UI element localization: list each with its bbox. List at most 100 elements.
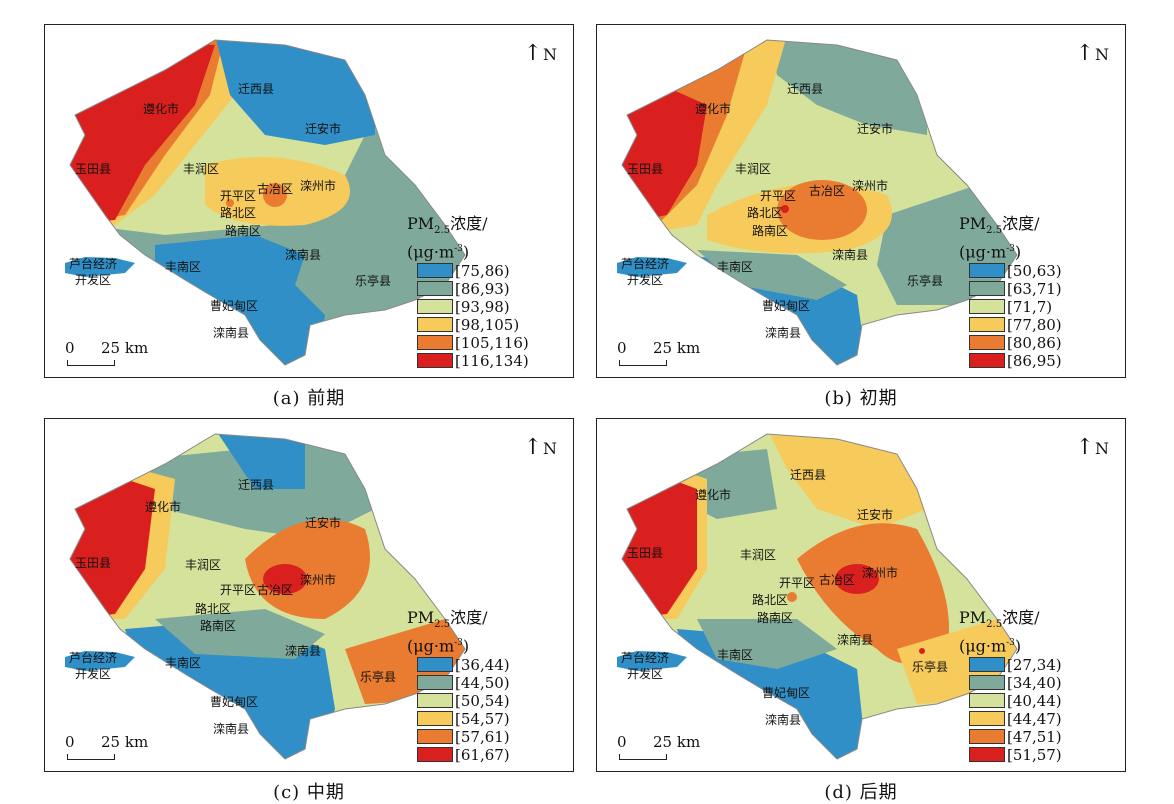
legend-title: PM2.5浓度/ bbox=[959, 609, 1115, 634]
legend-unit-post: ) bbox=[462, 242, 470, 262]
legend-label: [63,71) bbox=[1007, 279, 1062, 298]
label-luannan: 滦南县 bbox=[285, 643, 321, 658]
legend-item: [44,50) bbox=[417, 674, 563, 692]
map-labels-a: 遵化市 迁西县 迁安市 玉田县 丰润区 古冶区 滦州市 开平区 路北区 路南区 … bbox=[69, 82, 391, 340]
boundary bbox=[621, 39, 1018, 366]
legend-swatch bbox=[969, 335, 1005, 351]
scale-distance: 25 km bbox=[653, 733, 701, 751]
label-kaiping: 开平区 bbox=[220, 189, 256, 203]
hotspot-small bbox=[787, 592, 797, 602]
north-arrow-icon: ↑ bbox=[523, 435, 542, 460]
legend-swatch bbox=[417, 693, 453, 709]
north-label: N bbox=[543, 439, 557, 458]
label-luannan-2: 滦南县 bbox=[765, 712, 801, 727]
legend-item: [50,63) bbox=[969, 262, 1115, 280]
label-luannan-2: 滦南县 bbox=[765, 325, 801, 340]
legend-item: [77,80) bbox=[969, 316, 1115, 334]
zone-blue-north bbox=[215, 434, 305, 489]
legend-label: [105,116) bbox=[455, 333, 529, 352]
scale-bar: 0 25 km bbox=[617, 733, 737, 760]
legend-swatch bbox=[969, 657, 1005, 673]
legend-b: PM2.5浓度/ (μg·m-3) [50,63) [63,71) [71,7)… bbox=[957, 215, 1115, 370]
legend-label: [50,54) bbox=[455, 691, 510, 710]
legend-unit-sup: -3 bbox=[454, 244, 463, 255]
boundary bbox=[69, 39, 466, 366]
label-luanzhou: 滦州市 bbox=[300, 178, 336, 193]
label-yutian: 玉田县 bbox=[75, 556, 111, 570]
legend-label: [51,57) bbox=[1007, 745, 1062, 764]
legend-item: [75,86) bbox=[417, 262, 563, 280]
legend-unit-post: ) bbox=[1014, 242, 1022, 262]
label-lutai-2: 开发区 bbox=[75, 666, 111, 681]
hotspot-small bbox=[919, 648, 925, 654]
legend-unit-pre: (μg·m bbox=[407, 636, 455, 656]
label-luannan: 滦南县 bbox=[837, 632, 873, 647]
map-svg-d: 遵化市 迁西县 迁安市 玉田县 丰润区 古冶区 滦州市 开平区 路北区 路南区 … bbox=[617, 433, 1018, 760]
scale-distance: 25 km bbox=[653, 339, 701, 357]
legend-unit-post: ) bbox=[462, 636, 470, 656]
legend-swatch bbox=[417, 281, 453, 297]
zone-teal-south bbox=[155, 609, 325, 659]
legend-unit-pre: (μg·m bbox=[407, 242, 455, 262]
label-luannan: 滦南县 bbox=[832, 247, 868, 262]
map-svg-a: 遵化市 迁西县 迁安市 玉田县 丰润区 古冶区 滦州市 开平区 路北区 路南区 … bbox=[65, 39, 466, 366]
scale-distance: 25 km bbox=[101, 339, 149, 357]
legend-item: [61,67) bbox=[417, 746, 563, 764]
label-laoting: 乐亭县 bbox=[360, 669, 396, 684]
label-qianan: 迁安市 bbox=[305, 515, 341, 530]
lutai-island bbox=[617, 257, 687, 277]
legend-label: [47,51) bbox=[1007, 727, 1062, 746]
zone-teal-south bbox=[697, 250, 847, 300]
label-lunan: 路南区 bbox=[200, 618, 236, 633]
label-laoting: 乐亭县 bbox=[355, 273, 391, 288]
legend-label: [61,67) bbox=[455, 745, 510, 764]
legend-item: [57,61) bbox=[417, 728, 563, 746]
legend-label: [98,105) bbox=[455, 315, 520, 334]
label-kaiping: 开平区 bbox=[760, 189, 796, 203]
legend-label: [75,86) bbox=[455, 261, 510, 280]
legend-label: [40,44) bbox=[1007, 691, 1062, 710]
legend-item: [63,71) bbox=[969, 280, 1115, 298]
label-lutai-1: 芦台经济 bbox=[621, 256, 669, 271]
legend-item: [51,57) bbox=[969, 746, 1115, 764]
label-qianxi: 迁西县 bbox=[238, 82, 274, 96]
scale-zero: 0 bbox=[65, 339, 75, 357]
legend-swatch bbox=[969, 317, 1005, 333]
label-lunan: 路南区 bbox=[757, 610, 793, 625]
legend-swatch bbox=[969, 729, 1005, 745]
scale-line bbox=[67, 360, 115, 366]
label-caofeidian: 曹妃甸区 bbox=[762, 299, 810, 313]
legend-swatch bbox=[969, 711, 1005, 727]
label-luanzhou: 滦州市 bbox=[862, 565, 898, 580]
map-labels-c: 遵化市 迁西县 迁安市 玉田县 丰润区 古冶区 滦州市 开平区 路北区 路南区 … bbox=[69, 478, 396, 736]
legend-label: [54,57) bbox=[455, 709, 510, 728]
legend-title-sub: 2.5 bbox=[434, 225, 451, 237]
north-arrow: ↑N bbox=[1076, 437, 1109, 459]
legend-swatch bbox=[417, 299, 453, 315]
map-panel-d: 遵化市 迁西县 迁安市 玉田县 丰润区 古冶区 滦州市 开平区 路北区 路南区 … bbox=[596, 418, 1126, 772]
legend-swatch bbox=[969, 747, 1005, 763]
legend-item: [98,105) bbox=[417, 316, 563, 334]
north-label: N bbox=[1095, 439, 1109, 458]
legend-title-rest: 浓度/ bbox=[450, 608, 488, 627]
legend-unit: (μg·m-3) bbox=[959, 240, 1115, 261]
label-lutai-1: 芦台经济 bbox=[69, 650, 117, 665]
north-arrow-icon: ↑ bbox=[1075, 41, 1094, 66]
legend-swatch bbox=[417, 675, 453, 691]
legend-label: [86,93) bbox=[455, 279, 510, 298]
label-fengrun: 丰润区 bbox=[740, 548, 776, 562]
legend-label: [34,40) bbox=[1007, 673, 1062, 692]
legend-label: [27,34) bbox=[1007, 655, 1062, 674]
label-lutai-2: 开发区 bbox=[627, 272, 663, 287]
legend-title-rest: 浓度/ bbox=[450, 214, 488, 233]
legend-swatch bbox=[969, 299, 1005, 315]
zone-red-center bbox=[263, 564, 307, 594]
label-luannan-2: 滦南县 bbox=[213, 721, 249, 736]
legend-a: PM2.5浓度/ (μg·m-3) [75,86) [86,93) [93,98… bbox=[405, 215, 563, 370]
legend-label: [93,98) bbox=[455, 297, 510, 316]
label-fengnan: 丰南区 bbox=[165, 655, 201, 670]
zone-orange-center bbox=[245, 519, 370, 619]
label-qianxi: 迁西县 bbox=[790, 468, 826, 482]
label-luanzhou: 滦州市 bbox=[852, 178, 888, 193]
legend-swatch bbox=[417, 657, 453, 673]
